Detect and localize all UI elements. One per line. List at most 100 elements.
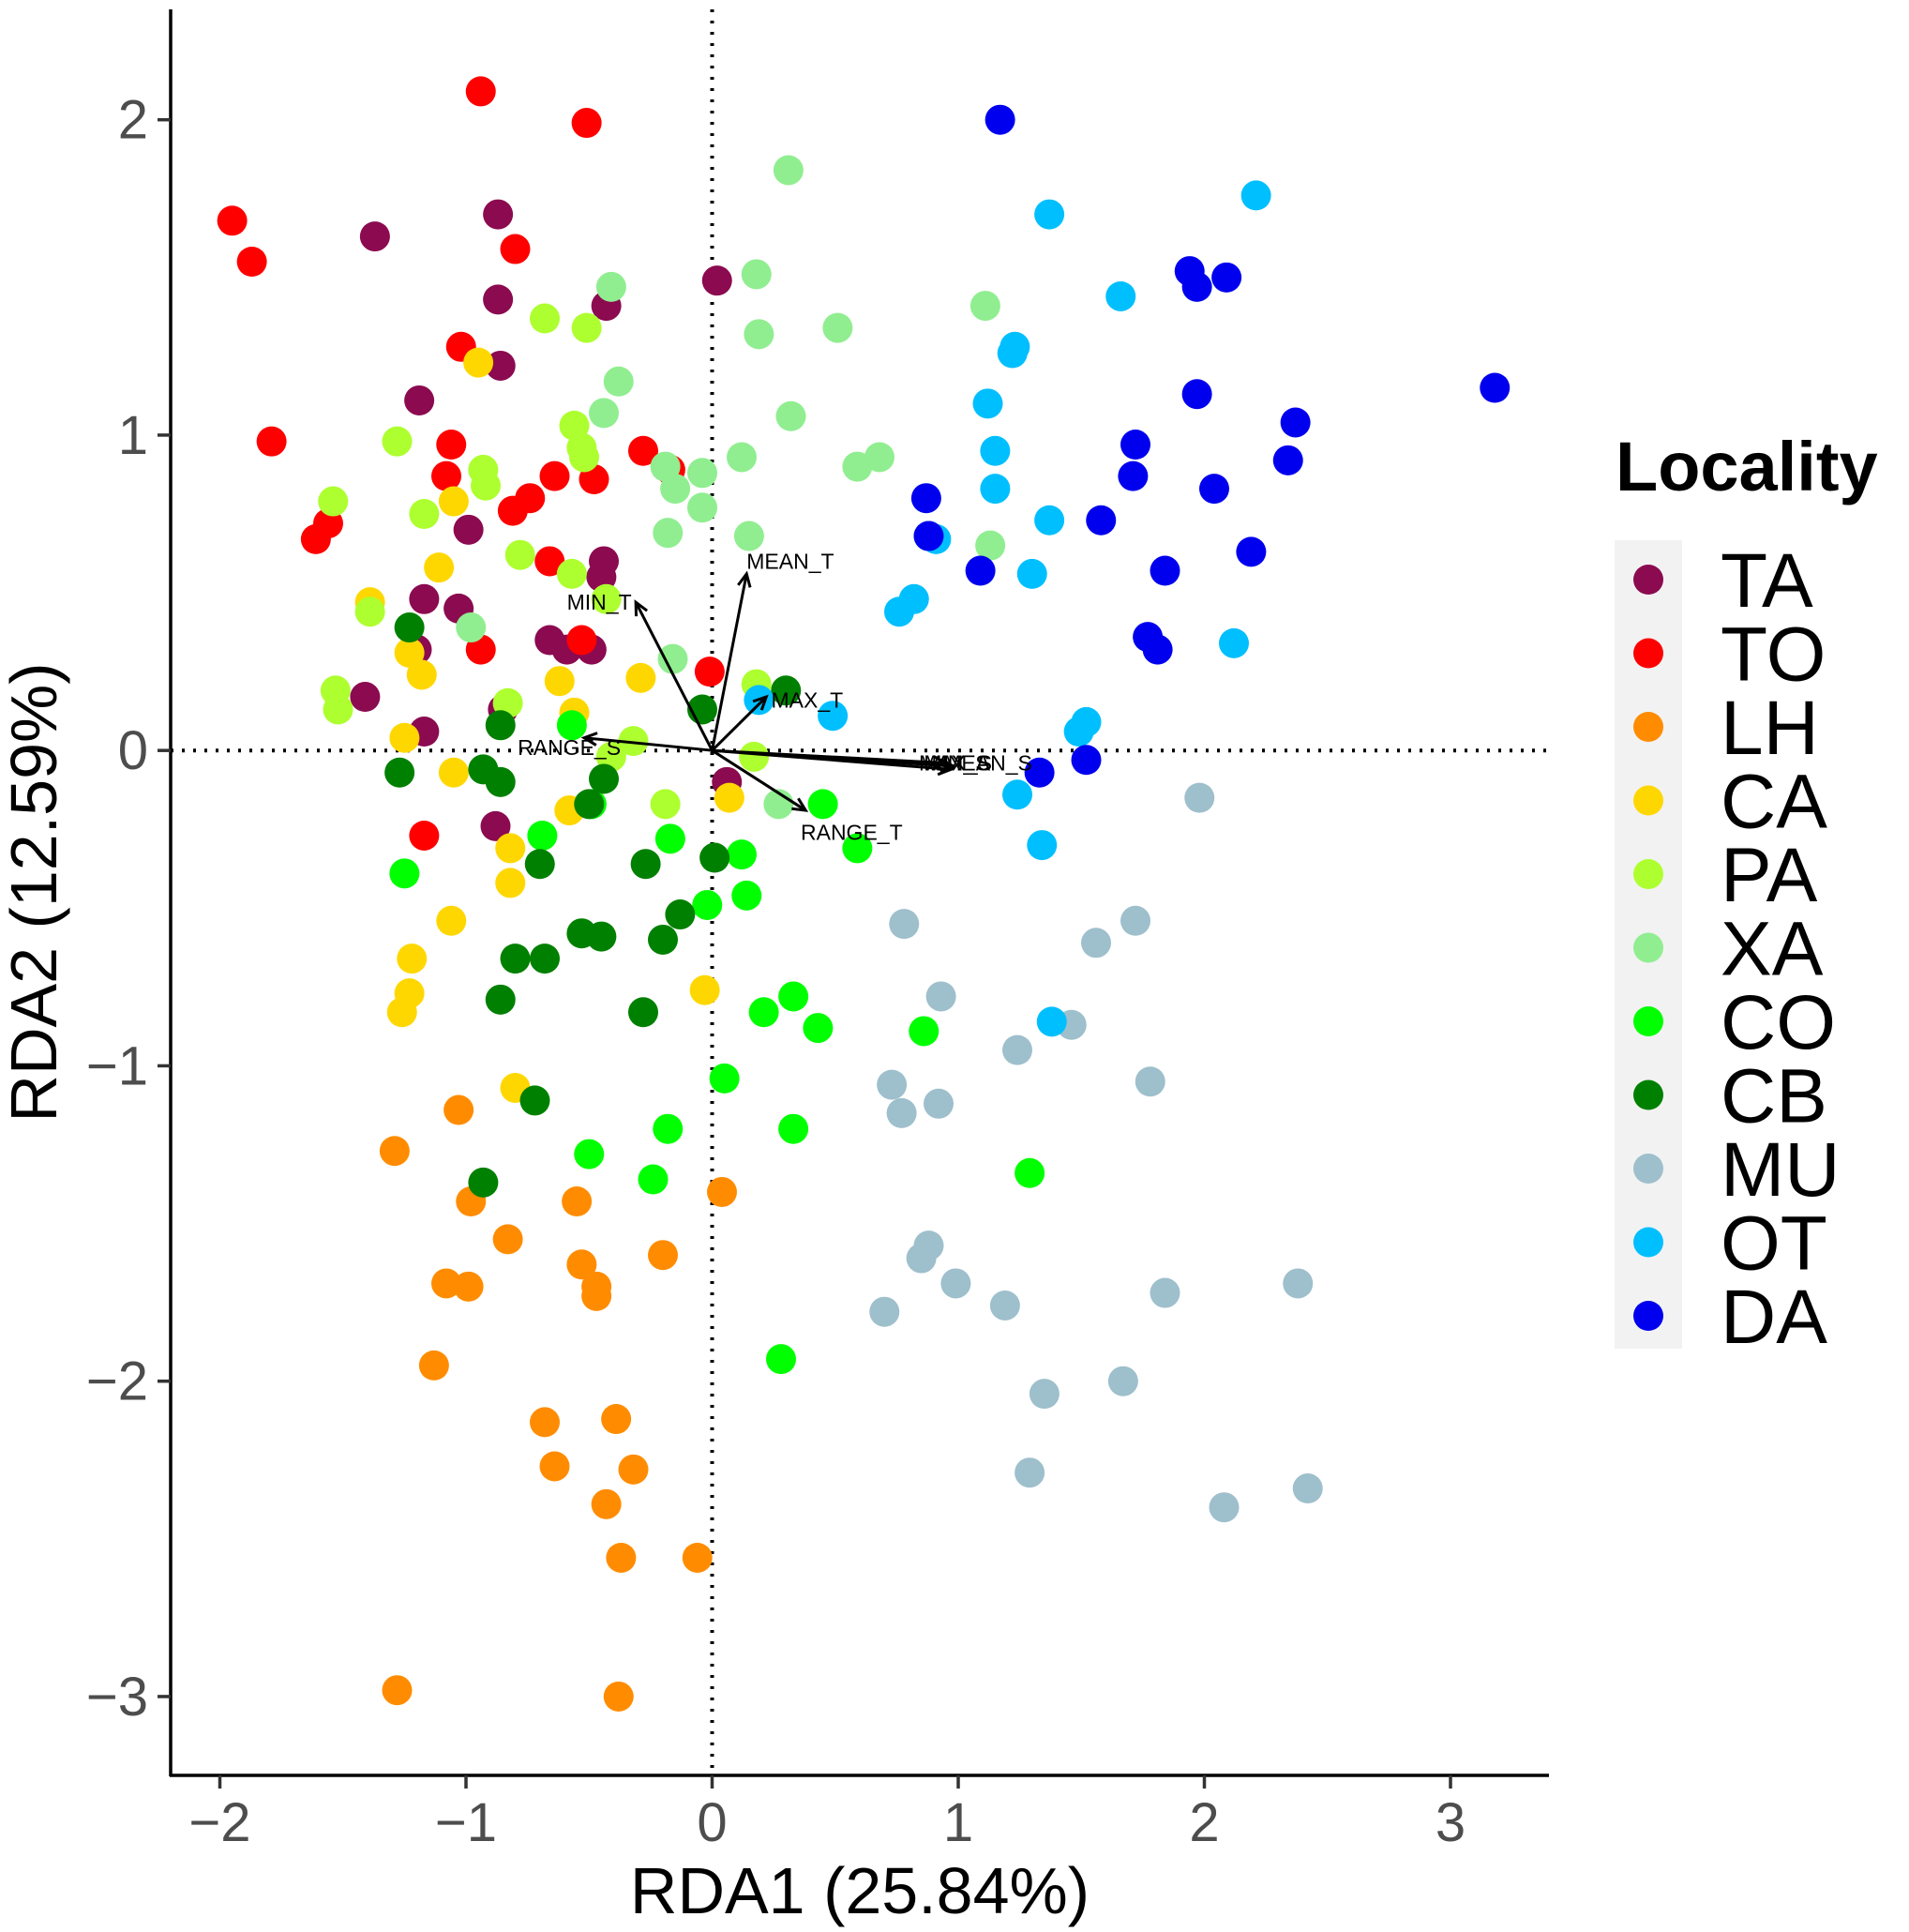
point-ca — [495, 833, 526, 864]
point-ca — [436, 905, 467, 936]
arrow-label-max-s: MAX_S — [919, 751, 992, 776]
point-xa — [775, 400, 806, 431]
legend-label-to: TO — [1721, 612, 1826, 698]
point-co — [692, 889, 723, 920]
legend-key-co — [1633, 1006, 1663, 1036]
point-co — [803, 1013, 834, 1044]
point-pa — [323, 694, 353, 725]
point-co — [778, 981, 809, 1012]
point-ta — [483, 284, 514, 315]
point-xa — [657, 643, 688, 674]
point-mu — [1292, 1473, 1323, 1504]
point-to — [497, 495, 528, 526]
point-xa — [589, 398, 619, 429]
point-lh — [648, 1240, 678, 1271]
point-ca — [438, 486, 469, 517]
x-tick-label: −1 — [435, 1792, 497, 1853]
legend-key-mu — [1633, 1154, 1663, 1184]
y-tick-label: 0 — [118, 720, 148, 781]
point-mu — [1135, 1066, 1165, 1097]
point-pa — [354, 596, 385, 627]
point-da — [965, 555, 996, 586]
legend-label-ot: OT — [1721, 1201, 1827, 1287]
point-cb — [665, 899, 696, 930]
point-da — [1272, 445, 1303, 475]
point-pa — [556, 558, 587, 589]
point-xa — [822, 312, 853, 343]
point-co — [807, 789, 838, 820]
point-ot — [1036, 1006, 1067, 1037]
point-da — [1181, 271, 1212, 302]
point-ca — [389, 722, 420, 753]
point-da — [1236, 536, 1267, 567]
point-co — [654, 823, 685, 854]
point-lh — [682, 1542, 713, 1573]
point-cb — [485, 766, 516, 797]
point-lh — [539, 1451, 570, 1482]
legend-key-ta — [1633, 565, 1663, 595]
legend-label-co: CO — [1721, 980, 1836, 1065]
legend-title: Locality — [1616, 428, 1878, 506]
point-mu — [1150, 1277, 1180, 1308]
legend-label-ca: CA — [1721, 760, 1827, 845]
point-to — [539, 460, 570, 491]
point-ot — [1034, 505, 1065, 536]
x-axis-title: RDA1 (25.84%) — [630, 1854, 1090, 1927]
point-to — [236, 247, 267, 277]
arrow-mean-t — [711, 573, 748, 751]
point-mu — [906, 1243, 937, 1274]
point-ot — [1002, 779, 1032, 810]
point-co — [842, 833, 873, 864]
point-to — [431, 460, 461, 491]
point-lh — [443, 1094, 474, 1125]
point-ca — [714, 782, 744, 813]
point-cb — [524, 849, 555, 880]
point-co — [556, 710, 587, 741]
legend-label-pa: PA — [1721, 833, 1818, 918]
y-tick-label: 2 — [118, 90, 148, 151]
point-ta — [483, 199, 514, 230]
point-ta — [480, 810, 511, 841]
point-mu — [940, 1268, 971, 1299]
arrow-label-mean-s: MEAN_S — [943, 751, 1032, 776]
point-ot — [1240, 180, 1271, 211]
point-cb — [699, 842, 730, 873]
point-mu — [925, 981, 956, 1012]
point-da — [1118, 460, 1149, 491]
arrow-mean-s — [712, 748, 952, 771]
point-pa — [591, 583, 622, 614]
point-lh — [431, 1268, 461, 1299]
legend-key-lh — [1633, 712, 1663, 742]
point-da — [1181, 379, 1212, 410]
point-xa — [773, 155, 804, 186]
point-xa — [741, 259, 772, 290]
point-co — [389, 858, 420, 889]
point-lh — [603, 1681, 634, 1712]
point-xa — [603, 366, 634, 397]
point-co — [638, 1164, 669, 1195]
point-cb — [530, 943, 560, 974]
point-xa — [864, 442, 894, 473]
point-lh — [581, 1280, 612, 1311]
point-da — [1199, 474, 1229, 505]
point-ot — [972, 388, 1003, 419]
point-co — [1015, 1157, 1045, 1188]
point-mu — [989, 1290, 1020, 1321]
point-ca — [495, 868, 526, 898]
point-ca — [424, 552, 455, 583]
y-axis-title: RDA2 (12.59%) — [0, 662, 70, 1122]
point-mu — [1283, 1268, 1314, 1299]
arrowhead-min-t — [634, 599, 649, 617]
point-co — [527, 820, 558, 851]
arrowhead-max-t — [752, 694, 769, 711]
point-pa — [618, 726, 649, 757]
point-mu — [1015, 1457, 1045, 1488]
point-to — [409, 820, 440, 851]
point-da — [1280, 407, 1311, 438]
point-xa — [970, 291, 1000, 322]
point-co — [748, 997, 779, 1028]
point-mu — [1029, 1379, 1060, 1410]
point-to — [628, 435, 658, 466]
